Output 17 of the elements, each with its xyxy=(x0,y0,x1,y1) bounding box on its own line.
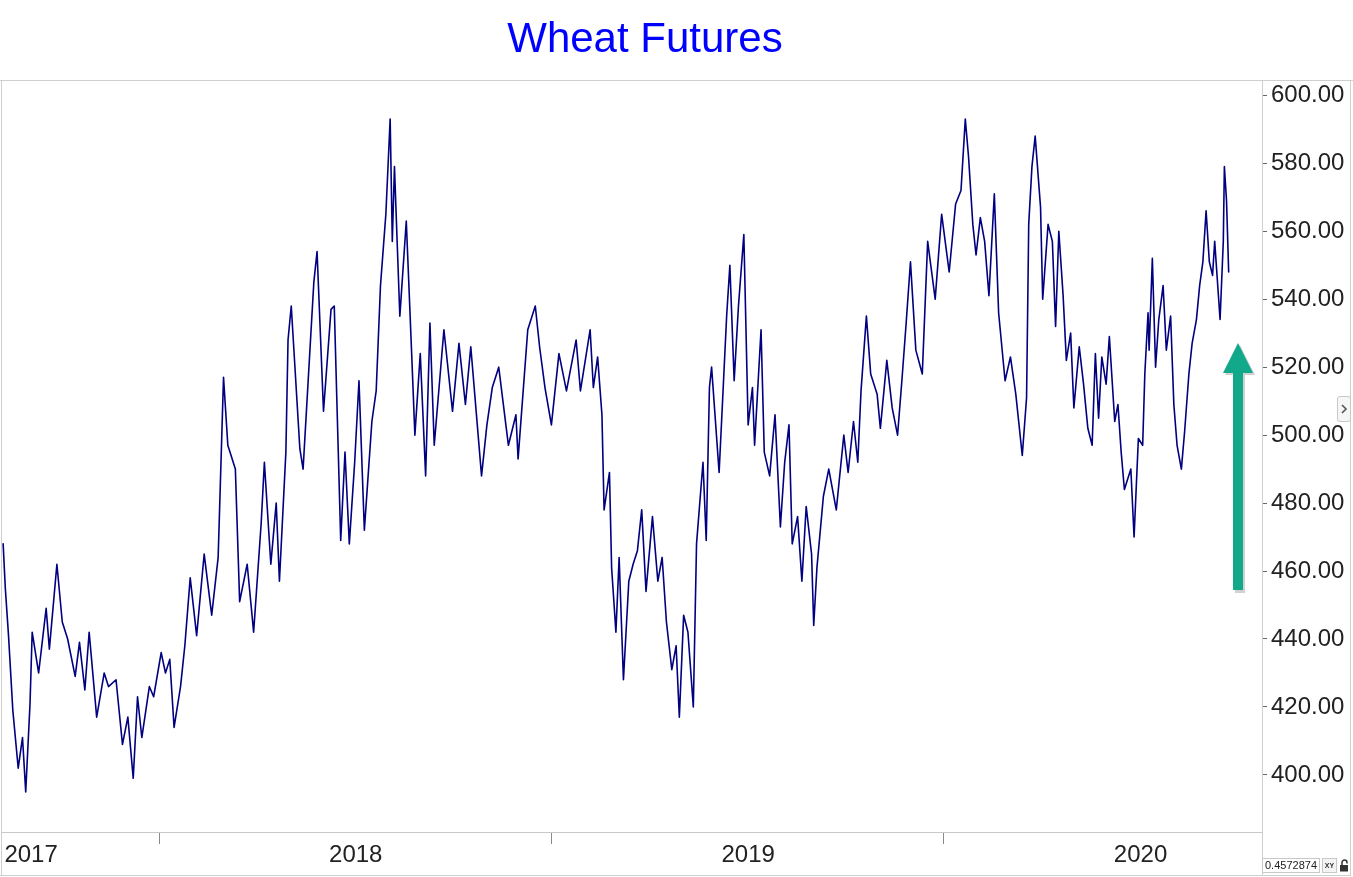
number-field: 0.4572874 xyxy=(1262,858,1320,873)
x-tick-label: 2019 xyxy=(721,840,775,868)
x-tick-label: 2020 xyxy=(1113,840,1168,868)
y-tick-label: 520.00 xyxy=(1271,351,1345,379)
y-tick-label: 500.00 xyxy=(1271,419,1345,447)
y-tick-label: 440.00 xyxy=(1271,623,1345,651)
y-tick-label: 540.00 xyxy=(1271,283,1345,311)
y-tick-label: 400.00 xyxy=(1271,759,1345,787)
y-tick-label: 460.00 xyxy=(1271,555,1345,583)
x-tick-label: 2017 xyxy=(4,840,58,868)
y-tick-label: 480.00 xyxy=(1271,487,1345,515)
y-tick-label: 560.00 xyxy=(1271,215,1345,243)
y-tick-label: 580.00 xyxy=(1271,147,1345,175)
x-tick-label: 2018 xyxy=(329,840,383,868)
y-tick-label: 420.00 xyxy=(1271,691,1345,719)
chart-title: Wheat Futures xyxy=(506,13,784,63)
y-tick-label: 600.00 xyxy=(1271,79,1345,107)
